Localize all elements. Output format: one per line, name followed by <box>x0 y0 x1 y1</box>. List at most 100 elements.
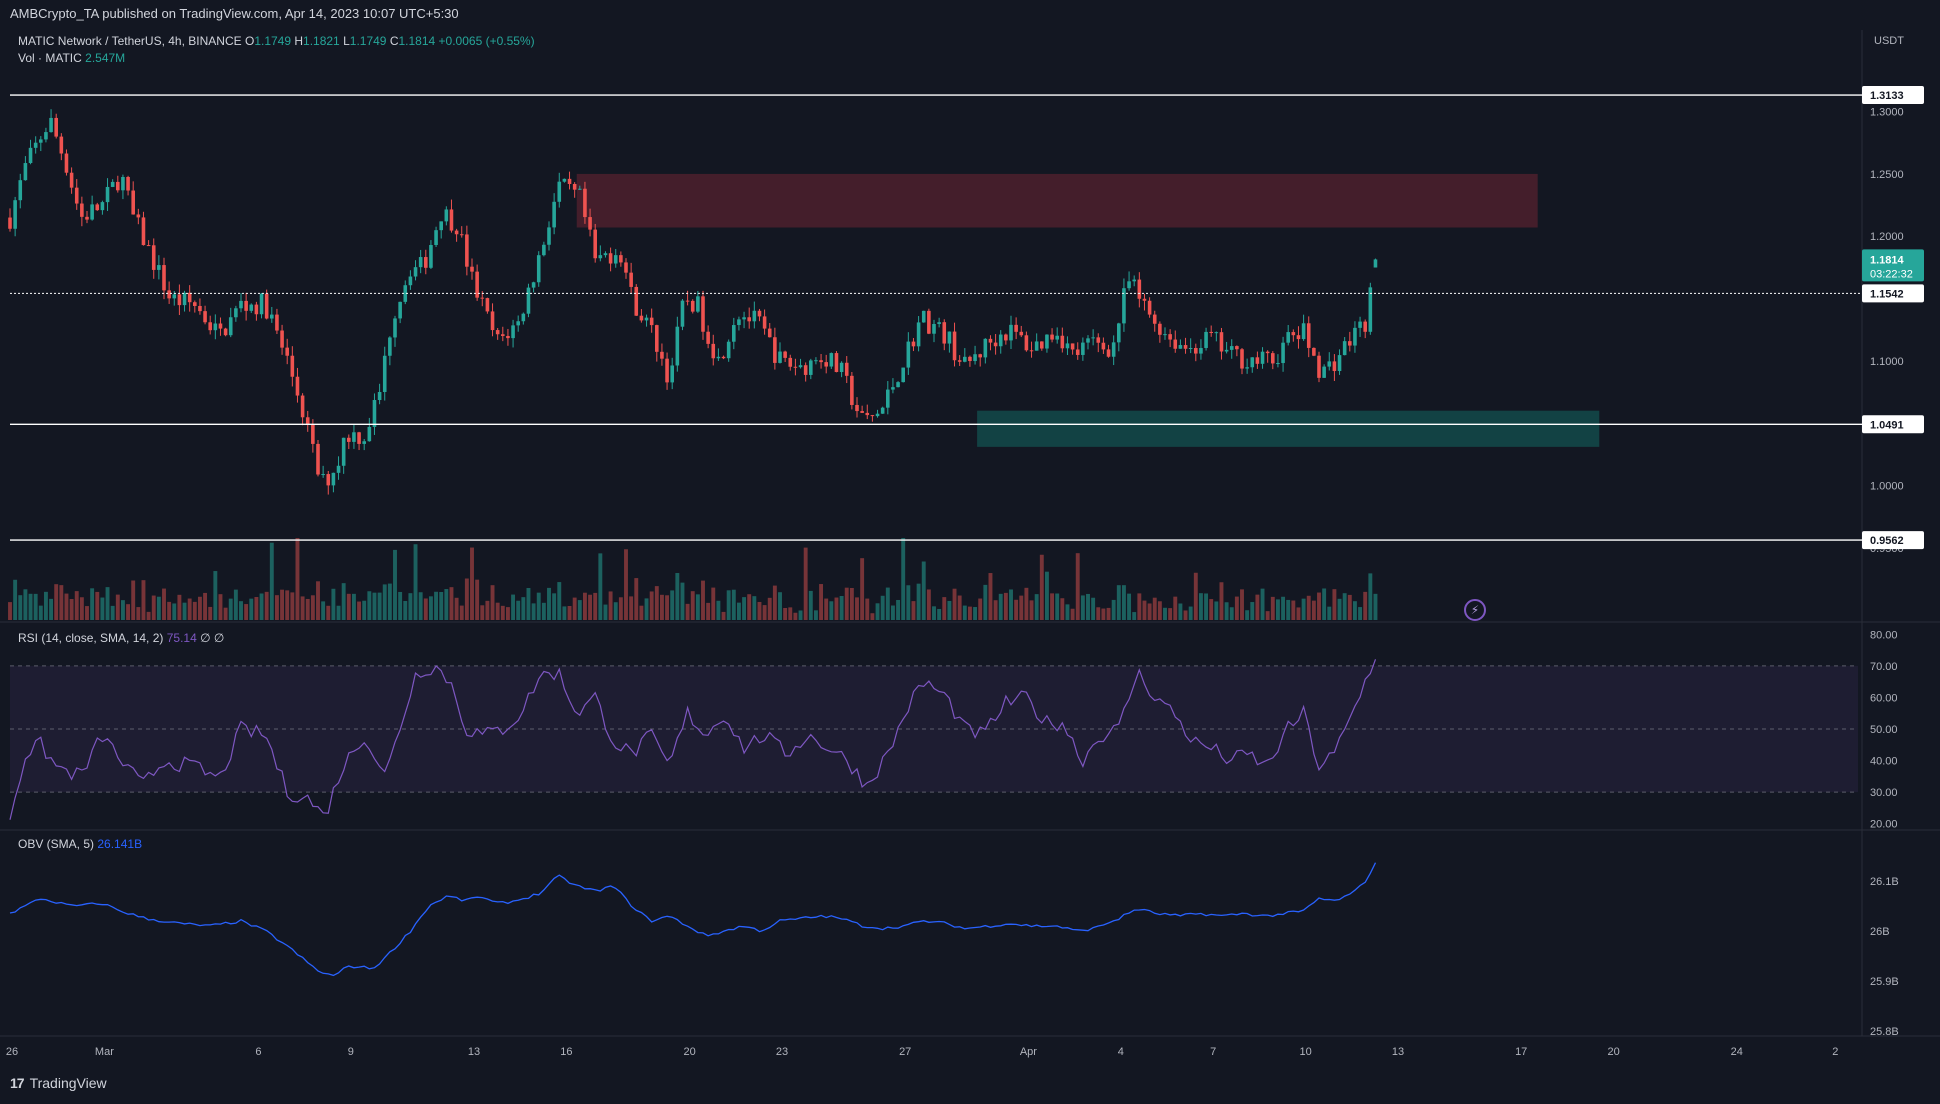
volume-bar <box>295 538 300 620</box>
volume-bar <box>998 593 1003 620</box>
candle-body <box>244 300 248 311</box>
volume-bar <box>1009 589 1013 620</box>
volume-bar <box>264 591 269 620</box>
candle-body <box>1363 321 1367 332</box>
volume-bar <box>716 600 721 620</box>
candle-body <box>151 245 156 270</box>
lightning-icon[interactable]: ⚡ <box>1464 599 1486 621</box>
symbol-name: MATIC Network / TetherUS, 4h, BINANCE <box>18 34 242 48</box>
volume-bar <box>1301 598 1306 620</box>
time-tick-label: 23 <box>776 1046 788 1058</box>
candle-body <box>516 321 520 326</box>
volume-bar <box>849 587 854 620</box>
candle-body <box>193 302 197 306</box>
candle-body <box>1101 342 1106 350</box>
volume-bar <box>690 591 695 620</box>
candle-body <box>80 203 84 217</box>
candle-body <box>1301 323 1306 340</box>
rsi-tick-label: 60.00 <box>1870 692 1898 704</box>
candle-body <box>978 354 982 358</box>
candle-body <box>855 404 859 412</box>
tradingview-brand[interactable]: 17 TradingView <box>10 1075 107 1091</box>
volume-bar <box>100 597 105 620</box>
candle-body <box>465 234 469 267</box>
candle-body <box>1040 341 1044 349</box>
volume-bar <box>408 593 413 620</box>
volume-bar <box>393 549 397 620</box>
candle-body <box>942 322 947 344</box>
levels-layer <box>10 94 1862 541</box>
candle-body <box>23 163 28 181</box>
candle-body <box>742 317 746 320</box>
candle-body <box>767 328 772 338</box>
candle-body <box>13 200 17 229</box>
volume-bar <box>213 571 218 620</box>
time-tick-label: 24 <box>1731 1046 1743 1058</box>
volume-bar <box>541 602 546 620</box>
volume-bar <box>880 595 885 620</box>
volume-bar <box>932 606 936 620</box>
candle-body <box>157 265 161 270</box>
candle-body <box>998 334 1003 347</box>
rsi-legend[interactable]: RSI (14, close, SMA, 14, 2) 75.14 ∅ ∅ <box>18 631 224 645</box>
volume-bar <box>254 597 259 620</box>
volume-bar <box>988 573 993 620</box>
volume-bar <box>1055 593 1060 620</box>
candle-body <box>865 412 870 416</box>
time-tick-label: 6 <box>255 1046 261 1058</box>
volume-bar <box>1219 582 1224 620</box>
symbol-legend[interactable]: MATIC Network / TetherUS, 4h, BINANCE O1… <box>18 34 535 48</box>
volume-bar <box>300 596 305 620</box>
candle-body <box>526 287 531 314</box>
volume-bar <box>603 604 608 620</box>
obv-legend[interactable]: OBV (SMA, 5) 26.141B <box>18 837 142 851</box>
volume-bar <box>367 591 372 620</box>
candle-body <box>167 290 171 299</box>
candle-body <box>172 294 177 299</box>
volume-bar <box>531 603 536 620</box>
volume-bar <box>962 605 967 620</box>
volume-bar <box>43 591 48 620</box>
rsi-value: 75.14 <box>166 631 197 645</box>
volume-bar <box>634 578 639 620</box>
demand-zone <box>977 410 1600 447</box>
candle-body <box>295 376 300 396</box>
candle-body <box>511 325 515 339</box>
volume-bar <box>1193 572 1198 620</box>
volume-legend[interactable]: Vol · MATIC 2.547M <box>18 51 125 65</box>
volume-bar <box>582 592 587 620</box>
volume-bar <box>1111 599 1116 620</box>
volume-bar <box>680 582 685 620</box>
candle-body <box>1342 341 1347 356</box>
volume-bar <box>1163 607 1167 620</box>
volume-bar <box>906 585 911 620</box>
candle-body <box>675 326 680 366</box>
volume-bar <box>480 605 485 620</box>
candle-body <box>18 180 23 201</box>
volume-bar <box>608 591 613 620</box>
candle-body <box>1337 355 1342 372</box>
volume-bar <box>28 593 33 620</box>
candle-body <box>773 337 777 363</box>
time-tick-label: 4 <box>1118 1046 1124 1058</box>
volume-bar <box>1050 593 1055 620</box>
candle-body <box>911 341 916 347</box>
volume-bar <box>1275 599 1280 620</box>
price-tick-label: 1.0000 <box>1870 480 1904 492</box>
volume-bar <box>1178 603 1183 620</box>
candle-body <box>798 365 803 368</box>
candle-body <box>1235 346 1239 350</box>
time-tick-label: 27 <box>899 1046 911 1058</box>
volume-bar <box>403 600 408 620</box>
volume-bar <box>310 595 315 620</box>
volume-bar <box>177 594 182 620</box>
candle-body <box>444 209 449 222</box>
candle-body <box>1358 321 1362 328</box>
candle-body <box>711 343 716 359</box>
candle-body <box>1204 331 1208 348</box>
volume-bar <box>1101 608 1106 620</box>
level-label-box <box>1862 415 1924 434</box>
candle-body <box>685 300 690 302</box>
